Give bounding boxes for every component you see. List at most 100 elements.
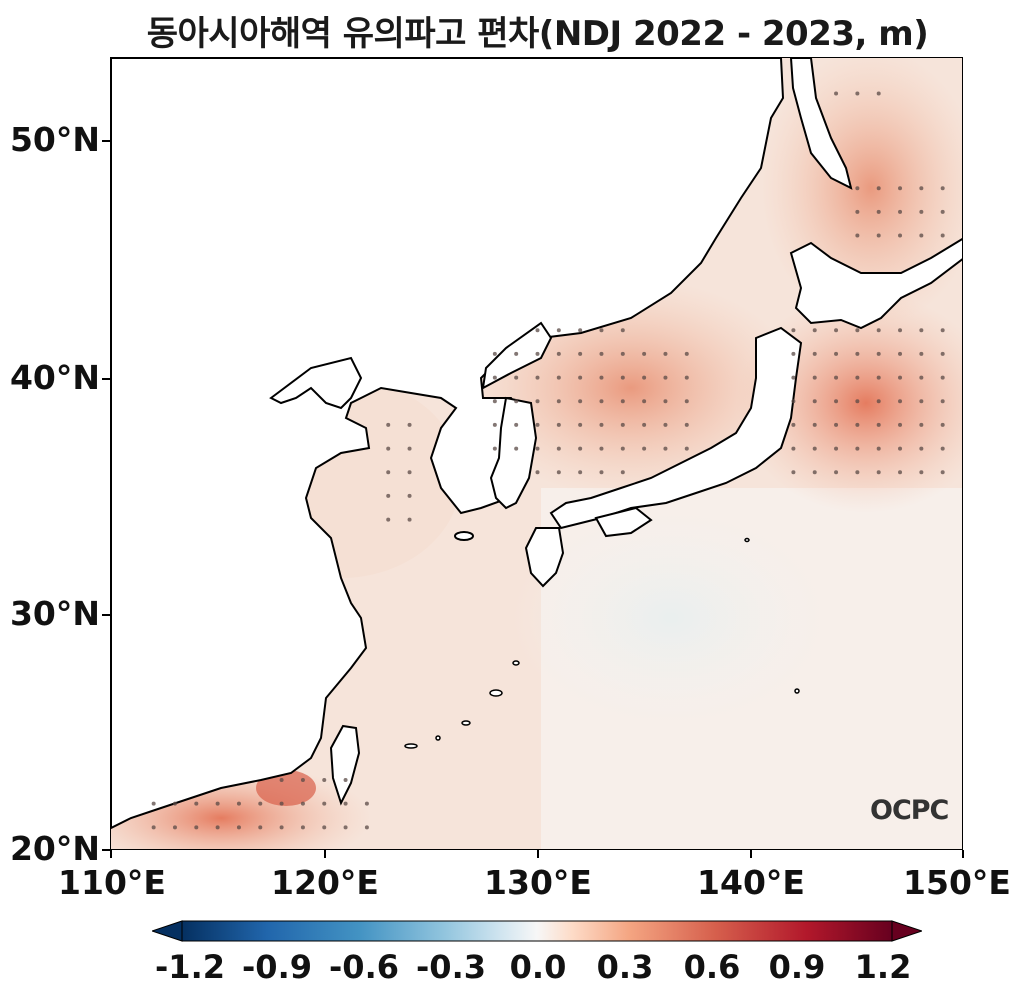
stipple-dot (876, 351, 881, 356)
x-tick-130 (537, 850, 539, 858)
stipple-dot (663, 422, 668, 427)
y-label-20n: 20°N (9, 829, 100, 868)
stipple-dot (620, 351, 625, 356)
stipple-dot (855, 351, 860, 356)
stipple-dot (834, 422, 839, 427)
stipple-dot (876, 470, 881, 475)
stipple-dot (855, 328, 860, 333)
stipple-dot (876, 186, 881, 191)
land-korea (481, 321, 553, 510)
stipple-dot (642, 446, 647, 451)
stipple-dot (386, 493, 391, 498)
strait-anomaly-peak (256, 770, 316, 806)
stipple-dot (620, 446, 625, 451)
x-tick-120 (324, 850, 326, 858)
stipple-dot (898, 351, 903, 356)
stipple-dot (194, 849, 198, 850)
stipple-dot (876, 209, 881, 214)
land-ryukyu (404, 660, 520, 749)
stipple-dot (834, 375, 839, 380)
map-panel (110, 57, 963, 850)
stipple-dot (599, 422, 604, 427)
stipple-dot (940, 233, 945, 238)
land-small-island (794, 688, 800, 694)
stipple-dot (322, 777, 327, 782)
stipple-dot (898, 233, 903, 238)
stipple-dot (791, 351, 796, 356)
stipple-dot (919, 209, 924, 214)
stipple-dot (855, 209, 860, 214)
stipple-dot (791, 399, 796, 404)
stipple-dot (876, 91, 881, 96)
map-title: 동아시아해역 유의파고 편차(NDJ 2022 - 2023, m) (146, 14, 929, 54)
stipple-dot (663, 375, 668, 380)
stipple-dot (855, 399, 860, 404)
stipple-dot (556, 328, 561, 333)
stipple-dot (855, 375, 860, 380)
stipple-dot (237, 849, 241, 850)
stipple-dot (919, 446, 924, 451)
stipple-dot (812, 375, 817, 380)
stipple-dot (514, 399, 519, 404)
land-hachijo (744, 537, 750, 543)
stipple-dot (855, 91, 860, 96)
x-tick-140 (750, 850, 752, 858)
stipple-dot (599, 375, 604, 380)
ocpc-logo: OCPC (870, 795, 949, 826)
colorbar-label: 0.3 (596, 948, 654, 986)
stipple-dot (620, 399, 625, 404)
land-liaodong (269, 356, 363, 410)
stipple-dot (172, 801, 177, 806)
stipple-dot (492, 399, 497, 404)
stipple-dot (514, 375, 519, 380)
land-honshu (549, 326, 803, 530)
stipple-dot (172, 825, 177, 830)
stipple-dot (151, 801, 156, 806)
stipple-dot (194, 825, 199, 830)
stipple-dot (514, 351, 519, 356)
stipple-dot (684, 375, 689, 380)
stipple-dot (620, 470, 625, 475)
stipple-dot (940, 422, 945, 427)
land-taiwan (329, 724, 361, 806)
stipple-dot (812, 399, 817, 404)
stipple-dot (578, 446, 583, 451)
stipple-dot (578, 470, 583, 475)
stipple-dot (386, 517, 391, 522)
stipple-dot (556, 446, 561, 451)
stipple-dot (919, 422, 924, 427)
stipple-dot (898, 470, 903, 475)
stipple-dot (556, 399, 561, 404)
stipple-dot (216, 849, 220, 850)
stipple-dot (855, 446, 860, 451)
stipple-dot (940, 446, 945, 451)
stipple-dot (279, 825, 284, 830)
stipple-dot (663, 351, 668, 356)
stipple-dot (258, 849, 262, 850)
y-label-50n: 50°N (9, 120, 100, 159)
stipple-dot (535, 351, 540, 356)
stipple-dot (834, 328, 839, 333)
stipple-dot (535, 399, 540, 404)
stipple-dot (812, 422, 817, 427)
stipple-dot (876, 422, 881, 427)
stipple-dot (535, 328, 540, 333)
stipple-dot (492, 446, 497, 451)
stipple-dot (514, 446, 519, 451)
stipple-dot (791, 446, 796, 451)
significance-stipple (151, 91, 945, 850)
stipple-dot (151, 825, 156, 830)
stipple-dot (215, 801, 220, 806)
stipple-dot (791, 422, 796, 427)
x-label-140e: 140°E (697, 863, 805, 902)
land-asia (111, 58, 785, 830)
stipple-dot (642, 375, 647, 380)
x-tick-110 (110, 850, 112, 858)
colorbar-label: 0.9 (768, 948, 826, 986)
stipple-dot (684, 446, 689, 451)
stipple-dot (365, 849, 369, 850)
stipple-dot (300, 777, 305, 782)
stipple-dot (322, 825, 327, 830)
stipple-dot (407, 517, 412, 522)
stipple-dot (343, 801, 348, 806)
